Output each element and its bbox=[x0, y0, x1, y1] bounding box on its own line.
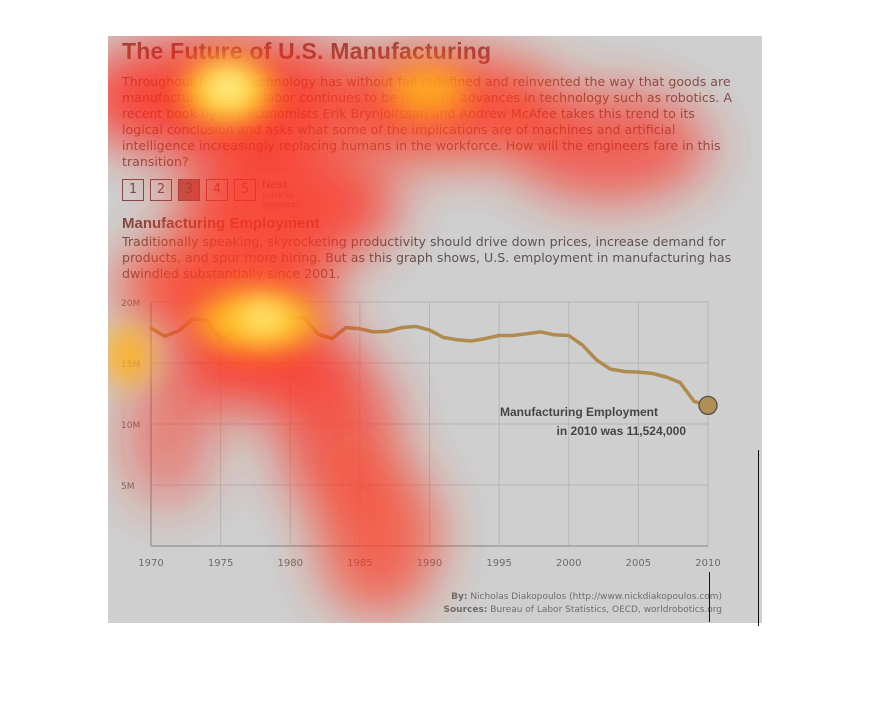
edge-line-lower bbox=[709, 572, 710, 622]
y-tick-label: 20M bbox=[121, 299, 140, 309]
annotation-line-1: Manufacturing Employment bbox=[500, 405, 658, 419]
credit-sources-text: Bureau of Labor Statistics, OECD, worldr… bbox=[490, 605, 722, 615]
x-tick-label: 2000 bbox=[556, 558, 581, 569]
x-tick-label: 1970 bbox=[138, 558, 163, 569]
page-button-1[interactable]: 1 bbox=[122, 179, 144, 201]
highlight-point bbox=[698, 395, 718, 416]
y-tick-label: 10M bbox=[121, 421, 140, 431]
x-tick-label: 2010 bbox=[695, 558, 720, 569]
x-tick-label: 1995 bbox=[486, 558, 511, 569]
x-tick-label: 1985 bbox=[347, 558, 372, 569]
credit-by: By: Nicholas Diakopoulos (http://www.nic… bbox=[322, 592, 722, 602]
x-tick-label: 1990 bbox=[417, 558, 442, 569]
annotation-line-2: in 2010 was 11,524,000 bbox=[557, 424, 687, 438]
credit-by-text[interactable]: Nicholas Diakopoulos (http://www.nickdia… bbox=[470, 592, 722, 602]
x-tick-label: 2005 bbox=[626, 558, 651, 569]
page-button-2[interactable]: 2 bbox=[150, 179, 172, 201]
y-tick-label: 5M bbox=[121, 482, 135, 492]
infographic-content: The Future of U.S. Manufacturing Through… bbox=[108, 36, 762, 623]
employment-line-chart: 1970 1975 1980 1985 1990 1995 2000 2005 2010 5M 10… bbox=[121, 299, 721, 569]
credit-sources-label: Sources: bbox=[443, 605, 488, 615]
edge-line-right bbox=[758, 450, 759, 626]
infographic-panel: The Future of U.S. Manufacturing Through… bbox=[108, 36, 762, 623]
x-tick-label: 1975 bbox=[208, 558, 233, 569]
y-tick-label: 15M bbox=[121, 360, 140, 370]
credit-by-label: By: bbox=[451, 592, 468, 602]
credit-sources: Sources: Bureau of Labor Statistics, OEC… bbox=[322, 605, 723, 615]
x-tick-label: 1980 bbox=[278, 558, 303, 569]
